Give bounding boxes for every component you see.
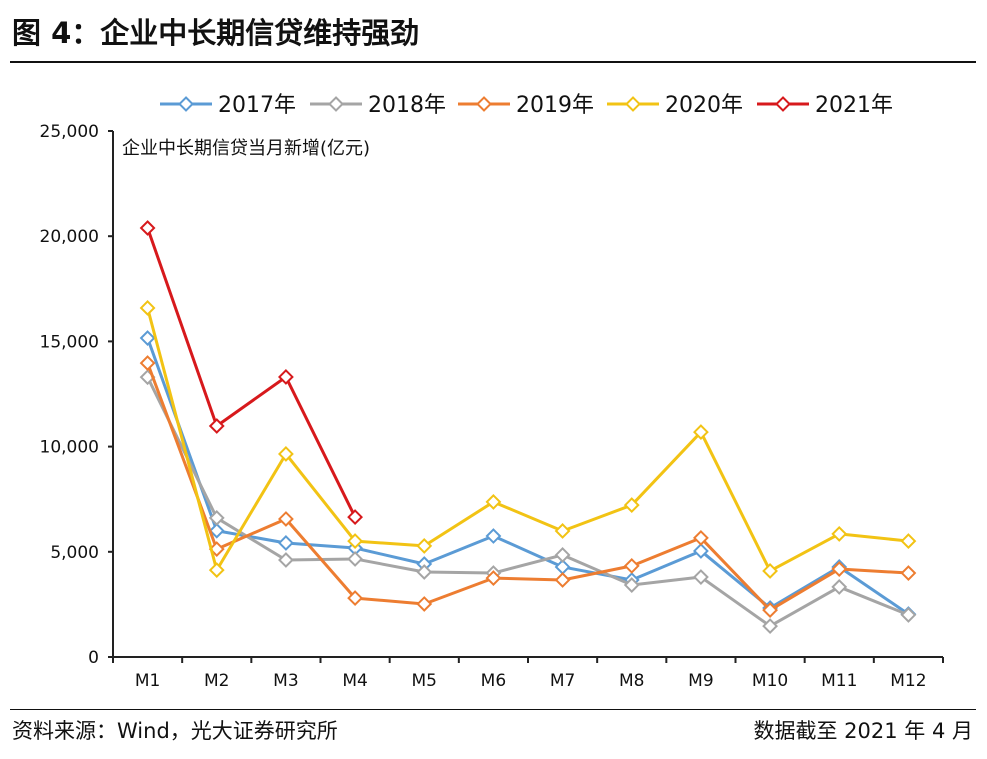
legend-label: 2018年 — [368, 93, 446, 118]
series-line-2020年 — [146, 307, 909, 573]
x-tick-label: M8 — [619, 671, 644, 691]
data-point — [900, 533, 917, 549]
data-point — [416, 596, 433, 612]
series-line-2019年 — [146, 362, 909, 612]
x-tick-label: M3 — [273, 671, 298, 691]
legend-marker — [775, 96, 791, 112]
data-point — [900, 565, 917, 581]
data-point — [554, 572, 571, 588]
data-point — [278, 446, 294, 462]
figure-title: 图 4：企业中长期信贷维持强劲 — [12, 16, 420, 50]
data-point — [278, 552, 294, 568]
legend-label: 2019年 — [516, 93, 594, 118]
data-point — [623, 557, 640, 574]
title-divider — [10, 61, 976, 63]
data-point — [347, 533, 363, 549]
data-point — [485, 494, 502, 510]
data-point — [139, 355, 156, 371]
x-tick-label: M11 — [821, 671, 857, 691]
data-point — [208, 418, 225, 434]
axis-title: 企业中长期信贷当月新增(亿元) — [122, 138, 370, 159]
x-tick-label: M2 — [204, 671, 229, 691]
data-point — [139, 330, 156, 346]
data-point — [208, 522, 225, 539]
data-point — [416, 564, 433, 580]
x-tick-label: M6 — [481, 671, 506, 691]
data-point — [278, 369, 294, 385]
date-note: 数据截至 2021 年 4 月 — [753, 719, 973, 743]
data-point — [693, 569, 709, 585]
legend-marker — [625, 96, 641, 112]
data-point — [278, 511, 294, 527]
data-point — [900, 607, 917, 623]
data-point — [347, 551, 363, 567]
data-point — [416, 537, 433, 554]
y-tick-label: 10,000 — [40, 438, 99, 458]
data-point — [693, 529, 709, 546]
x-tick-label: M10 — [752, 671, 788, 691]
data-point — [485, 528, 502, 544]
data-point — [485, 570, 502, 587]
y-tick-label: 20,000 — [40, 227, 99, 247]
data-point — [762, 602, 778, 618]
x-tick-label: M5 — [412, 671, 437, 691]
footer-divider — [10, 709, 976, 710]
series-line-2017年 — [146, 337, 910, 616]
legend-label: 2020年 — [665, 93, 743, 118]
data-point — [693, 543, 709, 559]
legend-marker — [178, 96, 194, 112]
x-tick-label: M4 — [342, 671, 367, 691]
y-tick-label: 25,000 — [40, 122, 99, 142]
x-tick-label: M9 — [688, 671, 713, 691]
data-point — [554, 523, 571, 539]
y-tick-label: 0 — [88, 648, 99, 668]
data-point — [139, 300, 156, 316]
data-point — [762, 563, 778, 579]
data-point — [347, 590, 363, 607]
data-point — [831, 526, 848, 542]
data-point — [208, 510, 225, 526]
series-line-2021年 — [146, 227, 357, 518]
x-tick-label: M7 — [550, 671, 575, 691]
legend-marker — [476, 96, 492, 112]
legend-marker — [328, 96, 344, 112]
data-point — [278, 535, 294, 551]
data-point — [831, 561, 848, 577]
series-line-2018年 — [146, 376, 909, 628]
legend-label: 2021年 — [815, 93, 893, 118]
source-note: 资料来源：Wind，光大证券研究所 — [12, 719, 338, 743]
data-point — [623, 577, 640, 593]
data-point — [208, 562, 225, 579]
legend-label: 2017年 — [218, 93, 296, 118]
x-tick-label: M12 — [890, 671, 926, 691]
y-tick-label: 5,000 — [50, 543, 99, 563]
data-point — [762, 618, 778, 634]
x-tick-label: M1 — [135, 671, 160, 691]
y-tick-label: 15,000 — [40, 332, 99, 352]
data-point — [831, 579, 848, 595]
data-point — [208, 541, 225, 557]
data-point — [693, 424, 709, 440]
data-point — [347, 509, 363, 525]
data-point — [554, 547, 571, 563]
data-point — [139, 220, 156, 236]
data-point — [623, 497, 640, 514]
